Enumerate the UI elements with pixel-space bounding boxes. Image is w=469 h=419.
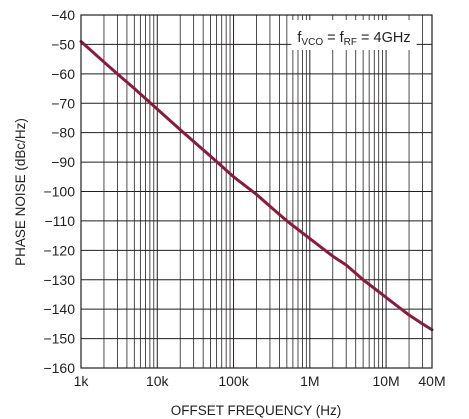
x-tick-label: 1M	[300, 373, 319, 389]
y-tick-label: −50	[51, 36, 75, 52]
legend-label: fVCO = fRF = 4GHz	[297, 30, 410, 48]
x-tick-label: 100k	[218, 373, 249, 389]
x-tick-label: 40M	[418, 373, 445, 389]
grid-lines	[81, 15, 432, 368]
phase-noise-series-line	[79, 39, 434, 332]
y-tick-label: −130	[43, 272, 75, 288]
x-tick-label: 1k	[74, 373, 90, 389]
y-tick-label: −100	[43, 184, 75, 200]
x-tick-label: 10M	[372, 373, 399, 389]
y-tick-label: −160	[43, 360, 75, 376]
y-tick-label: −40	[51, 7, 75, 23]
legend-box: fVCO = fRF = 4GHz	[291, 20, 417, 50]
y-axis-title: PHASE NOISE (dBc/Hz)	[13, 118, 28, 266]
y-tick-label: −140	[43, 301, 75, 317]
y-tick-label: −120	[43, 242, 75, 258]
plot-frame	[80, 14, 433, 369]
y-tick-label: −150	[43, 331, 75, 347]
x-tick-label: 10k	[146, 373, 170, 389]
x-axis-title: OFFSET FREQUENCY (Hz)	[171, 403, 342, 418]
series-layer	[79, 39, 434, 332]
y-tick-label: −90	[51, 154, 75, 170]
tick-labels: −40 −50 −60 −70 −80 −90 −100 −110 −120 −130 −140 −1…	[43, 7, 445, 389]
y-tick-label: −80	[51, 125, 75, 141]
y-tick-label: −110	[45, 213, 76, 229]
y-tick-label: −70	[51, 95, 75, 111]
y-tick-label: −60	[51, 66, 75, 82]
